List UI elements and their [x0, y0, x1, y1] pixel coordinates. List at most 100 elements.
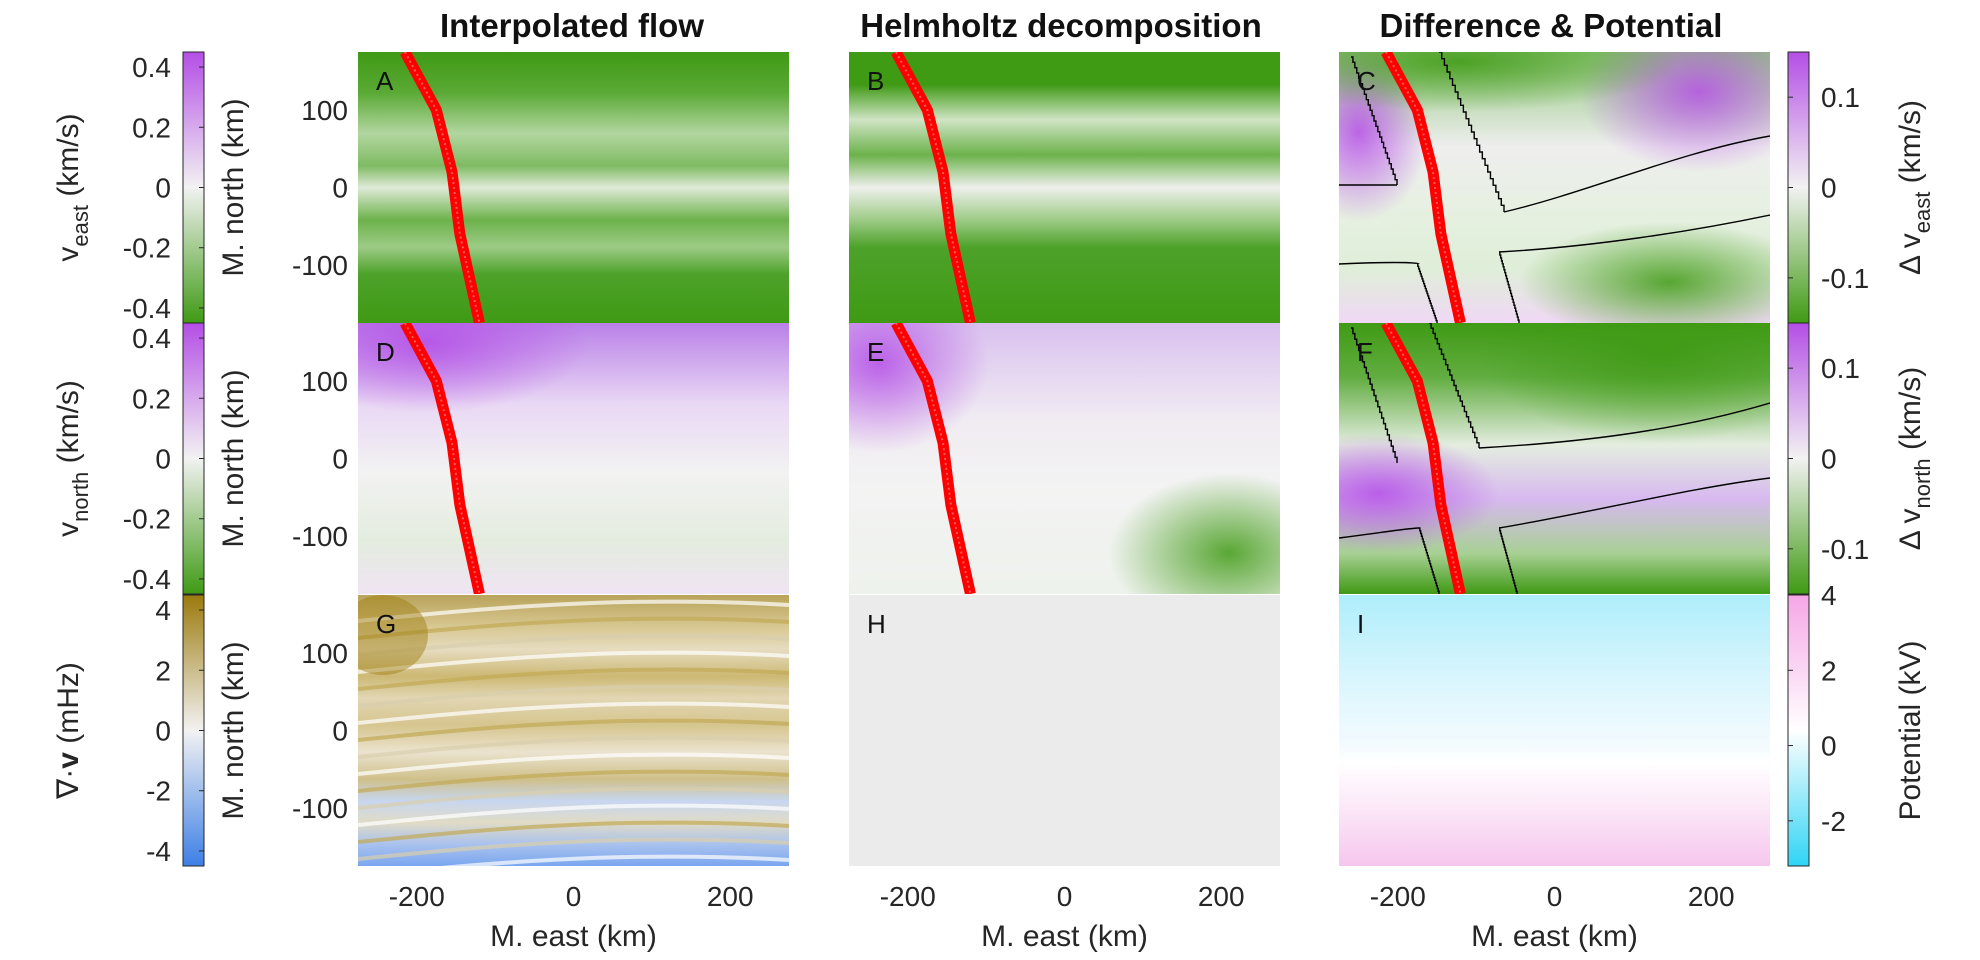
contour-line [1419, 527, 1440, 594]
y-tick-label: -100 [292, 793, 348, 824]
field-streak [358, 616, 789, 640]
field-blob [1479, 323, 1770, 443]
colorbar-divergence-label: ∇·v (mHz) [52, 662, 85, 800]
field-blob [1339, 52, 1679, 112]
colorbar-divergence: 4 2 0 -2 -4 ∇·v (mHz) [52, 594, 205, 867]
arc-track [400, 52, 485, 323]
contour-line [1498, 214, 1770, 253]
contour-line [1478, 402, 1770, 449]
heatmap-panel-F [1339, 323, 1770, 594]
heatmap-panel-A [358, 52, 789, 323]
heatmap-panel-D [358, 323, 789, 594]
colorbar-delta_v_east-label: Δ veast (km/s) [1894, 100, 1935, 275]
field-streak [358, 650, 789, 674]
contour-line [1351, 327, 1398, 463]
colorbar-potential-gradient [1787, 594, 1810, 867]
y-tick-label: 100 [301, 366, 348, 397]
contour-line [1351, 56, 1398, 185]
colorbar-v_east-label: veast (km/s) [52, 113, 93, 261]
heatmap-panel-B [849, 52, 1280, 323]
field-streak [358, 735, 789, 759]
colorbar-tick-label: -0.4 [123, 564, 171, 595]
contour-line [1498, 477, 1770, 529]
colorbar-potential: 4 2 0 -2 Potential (kV) [1787, 580, 1927, 867]
contour-line [1417, 263, 1438, 323]
colorbar-tick-label: 0 [1821, 444, 1837, 475]
y-tick-label: -100 [292, 521, 348, 552]
colorbar-tick-label: 0 [155, 716, 171, 747]
field-streak [358, 667, 789, 691]
y-axis-label: M. north (km) [217, 98, 250, 276]
x-tick-label: 200 [707, 881, 754, 912]
x-tick-label: 0 [566, 881, 582, 912]
contour-line [1503, 135, 1770, 213]
colorbar-v_north-label: vnorth (km/s) [52, 380, 93, 537]
colorbar-tick-label: 2 [155, 655, 171, 686]
y-axis-label: M. north (km) [217, 641, 250, 819]
y-tick-label: 0 [332, 173, 348, 204]
x-tick-label: 200 [1688, 881, 1735, 912]
colorbar-tick-label: 0.4 [132, 323, 171, 354]
y-tick-label: 0 [332, 716, 348, 747]
panel-label-G: G [376, 609, 396, 639]
field-blob [358, 595, 428, 675]
x-axis-label: M. east (km) [1471, 920, 1638, 953]
panel-label-C: C [1357, 66, 1376, 96]
colorbar-delta_v_north: 0.1 0 -0.1 Δ vnorth (km/s) [1787, 322, 1935, 595]
heatmap-field [1339, 595, 1770, 866]
heatmap-field [849, 595, 1280, 866]
field-streak [358, 786, 789, 810]
field-streak [358, 820, 789, 844]
contour-line [1439, 52, 1505, 212]
y-axis-label: M. north (km) [217, 369, 250, 547]
colorbar-tick-label: 0 [155, 444, 171, 475]
column-title-1: Interpolated flow [440, 7, 704, 44]
colorbar-tick-label: 0.2 [132, 112, 171, 143]
y-tick-label: -100 [292, 250, 348, 281]
contour-line [1499, 527, 1518, 594]
field-streak [358, 837, 789, 861]
heatmap-panel-G [358, 595, 789, 866]
x-axis-label: M. east (km) [981, 920, 1148, 953]
arc-track [891, 323, 976, 594]
colorbar-tick-label: -4 [146, 836, 171, 867]
field-streak [358, 769, 789, 793]
panel-label-B: B [867, 66, 884, 96]
arc-track [1381, 323, 1466, 594]
colorbar-v_north: 0.4 0.2 0 -0.2 -0.4 vnorth (km/s) [52, 322, 205, 595]
y-tick-label: 0 [332, 444, 348, 475]
field-blob [849, 323, 989, 453]
colorbar-tick-label: 0.1 [1821, 353, 1860, 384]
x-tick-label: 0 [1547, 881, 1563, 912]
field-streak [358, 633, 789, 657]
colorbar-tick-label: 0.1 [1821, 82, 1860, 113]
panel-label-A: A [376, 66, 394, 96]
field-streak [358, 718, 789, 742]
panel-label-D: D [376, 337, 395, 367]
colorbar-tick-label: -2 [1821, 806, 1846, 837]
heatmap-panel-E [849, 323, 1280, 594]
x-tick-label: 200 [1198, 881, 1245, 912]
column-title-3: Difference & Potential [1380, 7, 1723, 44]
panel-label-E: E [867, 337, 884, 367]
heatmap-field [358, 595, 789, 866]
arc-track [400, 323, 485, 594]
field-streak [358, 599, 789, 623]
x-tick-label: -200 [1370, 881, 1426, 912]
y-tick-label: 100 [301, 638, 348, 669]
colorbar-v_east: 0.4 0.2 0 -0.2 -0.4 veast (km/s) [52, 51, 205, 324]
arc-track [891, 52, 976, 323]
heatmap-panel-H [849, 595, 1280, 866]
panel-label-I: I [1357, 609, 1364, 639]
field-blob [1519, 222, 1770, 323]
colorbar-potential-label: Potential (kV) [1894, 640, 1927, 820]
x-tick-label: -200 [389, 881, 445, 912]
field-blob [1339, 433, 1499, 553]
colorbar-tick-label: 2 [1821, 655, 1837, 686]
colorbar-tick-label: -0.1 [1821, 534, 1869, 565]
field-blob [1109, 473, 1280, 594]
field-streak [358, 684, 789, 708]
colorbar-tick-label: -0.1 [1821, 263, 1869, 294]
x-tick-label: 0 [1057, 881, 1073, 912]
panel-label-H: H [867, 609, 886, 639]
